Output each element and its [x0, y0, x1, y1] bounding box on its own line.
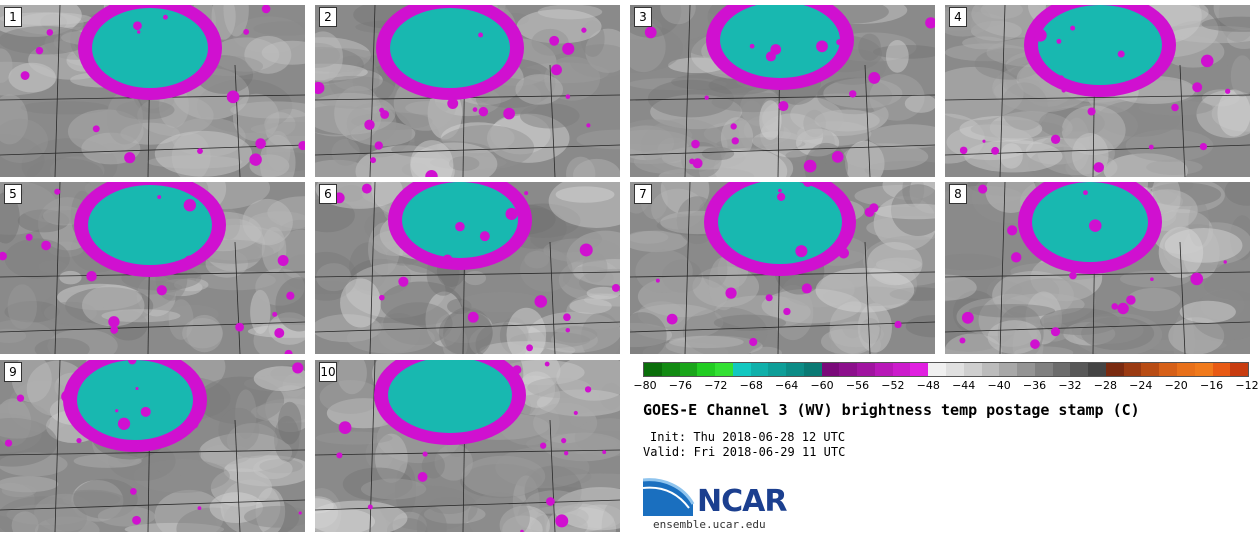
colorbar-segment	[946, 363, 964, 376]
colorbar-segment	[661, 363, 680, 376]
stamp-panel: 8	[945, 182, 1250, 354]
colorbar-segment	[1088, 363, 1106, 376]
wv-map	[315, 5, 620, 177]
colorbar-tick-label: −72	[704, 379, 728, 392]
wv-map	[0, 5, 305, 177]
colorbar-segment	[963, 363, 982, 376]
stamp-panel: 9	[0, 360, 305, 532]
valid-value: Fri 2018-06-29 11 UTC	[693, 445, 846, 459]
wv-map	[945, 182, 1250, 354]
colorbar-segment	[644, 363, 662, 376]
colorbar-tick-label: −76	[668, 379, 693, 392]
site-url: ensemble.ucar.edu	[653, 518, 766, 531]
colorbar-segment	[1017, 363, 1035, 376]
panel-number: 4	[949, 7, 967, 27]
panel-number: 6	[319, 184, 337, 204]
colorbar-tick-label: −64	[775, 379, 799, 392]
colorbar-segment	[1212, 363, 1231, 376]
colorbar-segment	[839, 363, 858, 376]
panel-number: 2	[319, 7, 337, 27]
page-title: GOES-E Channel 3 (WV) brightness temp po…	[643, 401, 1140, 419]
wv-map	[630, 5, 935, 177]
colorbar-segment	[697, 363, 716, 376]
colorbar-segment	[768, 363, 787, 376]
panel-number: 5	[4, 184, 22, 204]
colorbar-segment	[981, 363, 1000, 376]
panel-number: 3	[634, 7, 652, 27]
colorbar-tick-label: −40	[987, 379, 1011, 392]
stamp-panel: 2	[315, 5, 620, 177]
logo-text: NCAR	[697, 484, 787, 519]
colorbar-segment	[750, 363, 769, 376]
stamp-panel: 3	[630, 5, 935, 177]
wv-map	[315, 182, 620, 354]
colorbar-segment	[732, 363, 751, 376]
wv-map	[0, 360, 305, 532]
valid-label: Valid:	[643, 445, 687, 459]
colorbar-segment	[1105, 363, 1124, 376]
colorbar-tick-label: −32	[1058, 379, 1082, 392]
stamp-panel: 7	[630, 182, 935, 354]
init-line: Init: Thu 2018-06-28 12 UTC	[650, 430, 845, 444]
colorbar-segment	[1176, 363, 1195, 376]
colorbar-segment	[1070, 363, 1089, 376]
valid-line: Valid: Fri 2018-06-29 11 UTC	[643, 445, 845, 459]
colorbar-tick-label: −16	[1199, 379, 1224, 392]
colorbar-segment	[999, 363, 1018, 376]
stamp-panel: 6	[315, 182, 620, 354]
colorbar-segment	[715, 363, 733, 376]
colorbar	[643, 362, 1249, 377]
colorbar-segment	[892, 363, 911, 376]
colorbar-segment	[1034, 363, 1053, 376]
init-label: Init:	[650, 430, 687, 444]
colorbar-segment	[1159, 363, 1177, 376]
colorbar-tick-label: −68	[739, 379, 763, 392]
colorbar-tick-label: −56	[845, 379, 870, 392]
colorbar-tick-label: −48	[916, 379, 940, 392]
wv-map	[315, 360, 620, 532]
panel-number: 1	[4, 7, 22, 27]
colorbar-segment	[928, 363, 947, 376]
colorbar-tick-label: −52	[881, 379, 905, 392]
colorbar-tick-label: −60	[810, 379, 834, 392]
stamp-panel: 5	[0, 182, 305, 354]
colorbar-segment	[1052, 363, 1071, 376]
colorbar-segment	[1230, 363, 1249, 376]
ncar-logo-icon	[643, 478, 695, 516]
colorbar-segment	[874, 363, 893, 376]
colorbar-segment	[786, 363, 804, 376]
colorbar-segment	[1141, 363, 1160, 376]
colorbar-tick-label: −20	[1164, 379, 1188, 392]
colorbar-tick-label: −44	[952, 379, 976, 392]
colorbar-tick-label: −12	[1235, 379, 1259, 392]
colorbar-tick-label: −80	[633, 379, 657, 392]
colorbar-segment	[1123, 363, 1142, 376]
panel-number: 9	[4, 362, 22, 382]
colorbar-tick-label: −28	[1093, 379, 1117, 392]
init-value: Thu 2018-06-28 12 UTC	[693, 430, 846, 444]
wv-map	[0, 182, 305, 354]
panel-number: 8	[949, 184, 967, 204]
panel-number: 7	[634, 184, 652, 204]
colorbar-segment	[821, 363, 840, 376]
stamp-panel: 1	[0, 5, 305, 177]
stamp-panel: 10	[315, 360, 620, 532]
colorbar-segment	[857, 363, 875, 376]
colorbar-tick-label: −24	[1129, 379, 1153, 392]
wv-map	[630, 182, 935, 354]
colorbar-segment	[679, 363, 698, 376]
wv-map	[945, 5, 1250, 177]
stamp-panel: 4	[945, 5, 1250, 177]
colorbar-segment	[1194, 363, 1213, 376]
panel-number: 10	[319, 362, 337, 382]
colorbar-ticks: −80 −76 −72 −68 −64 −60 −56 −52 −48 −44 −40 −36 −32−…	[633, 379, 1258, 393]
colorbar-tick-label: −36	[1022, 379, 1047, 392]
colorbar-segment	[910, 363, 929, 376]
colorbar-segment	[803, 363, 822, 376]
